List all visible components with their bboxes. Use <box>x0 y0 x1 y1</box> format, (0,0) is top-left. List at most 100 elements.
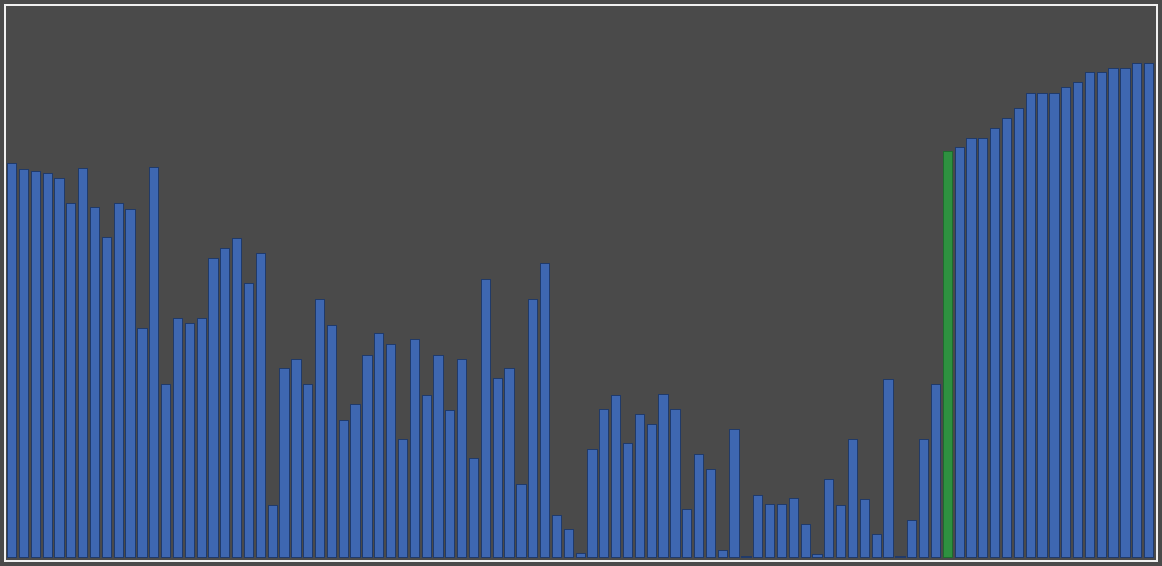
bar <box>208 258 219 558</box>
bar <box>184 323 195 558</box>
bar <box>350 404 361 558</box>
bar <box>528 298 539 558</box>
bar <box>1120 68 1131 558</box>
bar <box>1072 82 1084 558</box>
bar <box>1108 68 1119 558</box>
bar <box>172 318 184 558</box>
bar <box>978 138 989 558</box>
bar <box>232 238 243 558</box>
bar <box>113 202 124 558</box>
bar <box>160 383 172 558</box>
bar <box>599 408 610 558</box>
bar <box>516 484 527 558</box>
bar <box>1025 93 1036 558</box>
bar <box>990 128 1001 558</box>
bar <box>18 169 30 558</box>
bar <box>622 442 634 558</box>
bar <box>1084 72 1096 558</box>
bar <box>575 553 586 558</box>
bar <box>1144 62 1155 558</box>
bar <box>504 367 515 558</box>
bar <box>42 173 53 558</box>
bar <box>409 338 420 558</box>
bar <box>445 409 456 558</box>
bar <box>314 298 326 558</box>
bar <box>433 354 444 558</box>
bar <box>54 178 65 558</box>
bar <box>741 555 752 558</box>
active-bar <box>942 151 953 558</box>
bar <box>551 514 563 558</box>
bar <box>1001 118 1013 558</box>
bar <box>646 423 657 558</box>
bar <box>670 408 681 558</box>
bar <box>78 168 89 558</box>
bar <box>326 324 338 558</box>
bar <box>1037 93 1048 558</box>
bar <box>66 202 77 558</box>
bar <box>587 448 598 558</box>
bar <box>682 508 693 558</box>
bar <box>421 394 432 558</box>
bar <box>563 528 574 558</box>
bar <box>1013 108 1024 558</box>
bar <box>930 383 942 558</box>
bar <box>1061 87 1072 558</box>
bar <box>89 207 101 558</box>
bar <box>243 282 255 558</box>
bar <box>895 556 906 558</box>
bar <box>765 503 776 558</box>
bar <box>871 533 882 558</box>
bar <box>220 248 231 558</box>
bar <box>457 358 468 558</box>
bar <box>907 519 918 558</box>
bar <box>1096 72 1107 558</box>
bar <box>137 328 148 558</box>
bar <box>196 318 207 558</box>
bar <box>753 495 764 558</box>
bar <box>883 378 894 558</box>
bars-area <box>7 6 1155 558</box>
bar <box>1132 62 1143 558</box>
bar <box>480 278 491 558</box>
bar <box>966 138 977 558</box>
bar <box>30 170 41 558</box>
bar <box>812 554 823 558</box>
bar <box>717 549 728 558</box>
bar <box>303 383 314 558</box>
bar <box>7 163 18 558</box>
bar <box>125 208 136 558</box>
bar <box>859 498 870 558</box>
bar <box>539 263 551 558</box>
bar <box>729 428 740 558</box>
bar <box>634 413 645 558</box>
bar <box>101 237 112 558</box>
bar <box>149 167 160 558</box>
bar <box>611 394 622 558</box>
bar <box>397 438 409 558</box>
bar <box>468 458 480 558</box>
bar <box>267 505 278 558</box>
bar <box>291 358 302 558</box>
bar <box>788 497 799 558</box>
bar <box>658 393 669 558</box>
bar <box>492 377 503 558</box>
bar <box>386 343 397 558</box>
chart-frame <box>4 4 1158 562</box>
bar <box>824 479 835 558</box>
bar <box>693 453 705 558</box>
bar <box>1049 93 1060 558</box>
bar <box>776 503 788 558</box>
bar <box>918 438 930 558</box>
bar <box>705 468 717 558</box>
bar <box>338 420 349 558</box>
bar <box>362 354 373 558</box>
bar <box>836 505 847 558</box>
bar <box>954 147 965 558</box>
bar <box>800 523 811 558</box>
bar <box>255 253 266 558</box>
bar <box>847 438 859 558</box>
bar <box>279 367 290 558</box>
bar <box>374 333 385 558</box>
